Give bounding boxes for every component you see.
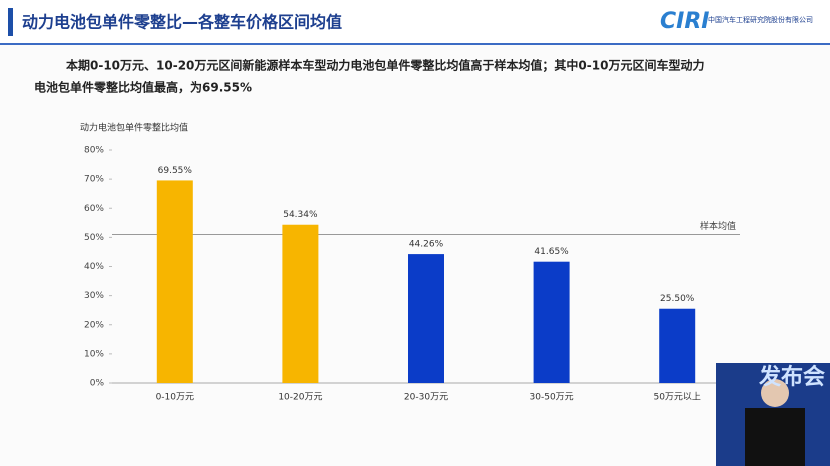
reference-label: 样本均值 — [700, 220, 736, 232]
subtitle-line: 本期0-10万元、10-20万元区间新能源样本车型动力电池包单件零整比均值高于样… — [66, 58, 704, 73]
y-tick-label: 50% — [84, 233, 104, 243]
x-tick-label: 20-30万元 — [404, 393, 448, 403]
bar — [408, 254, 444, 383]
value-label: 25.50% — [660, 294, 695, 304]
bar — [533, 261, 570, 383]
value-label: 44.26% — [409, 240, 444, 250]
x-tick-label: 30-50万元 — [530, 393, 574, 403]
x-tick-label: 50万元以上 — [653, 392, 700, 403]
value-label: 41.65% — [534, 247, 569, 257]
y-tick-label: 70% — [84, 175, 104, 185]
bar — [282, 224, 319, 383]
organization: 中国汽车工程研究院股份有限公司 — [708, 15, 813, 24]
header-bar — [0, 0, 830, 44]
y-tick-label: 20% — [84, 320, 104, 330]
inset-text: 发布会 — [758, 364, 825, 390]
value-label: 69.55% — [158, 166, 193, 176]
bar — [659, 308, 696, 383]
subtitle-line: 电池包单件零整比均值最高，为69.55% — [34, 80, 252, 95]
title: 动力电池包单件零整比—各整车价格区间均值 — [22, 13, 342, 32]
y-tick-label: 80% — [84, 146, 104, 156]
bar — [156, 180, 193, 383]
header-accent — [8, 8, 13, 36]
y-tick-label: 30% — [84, 291, 104, 301]
inset-video: 发布会 — [716, 363, 830, 466]
x-tick-label: 0-10万元 — [156, 393, 194, 403]
logo: CIRI — [660, 9, 709, 34]
y-tick-label: 40% — [84, 262, 104, 272]
presenter-body — [745, 408, 805, 466]
y-tick-label: 10% — [84, 349, 104, 359]
y-tick-label: 60% — [84, 204, 104, 214]
y-axis-label: 动力电池包单件零整比均值 — [80, 122, 188, 134]
presenter-head — [761, 379, 789, 407]
x-tick-label: 10-20万元 — [278, 393, 322, 403]
y-tick-label: 0% — [90, 379, 105, 389]
value-label: 54.34% — [283, 210, 318, 220]
